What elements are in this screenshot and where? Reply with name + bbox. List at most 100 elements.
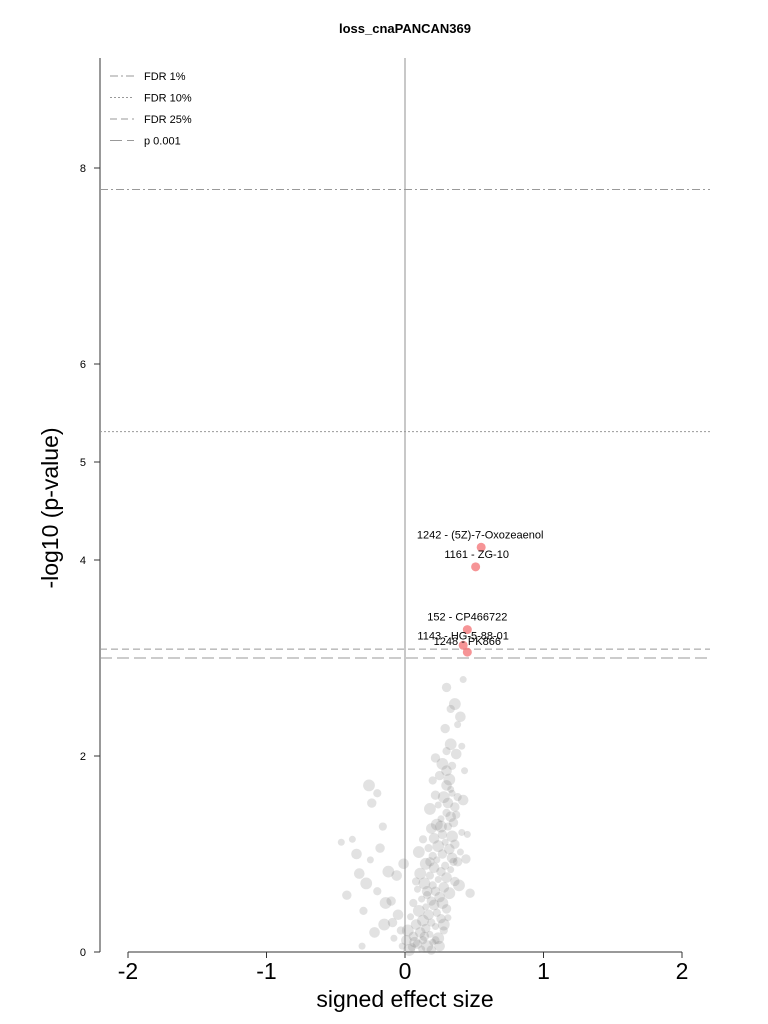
data-point (418, 945, 426, 953)
data-point (409, 898, 418, 908)
data-point (436, 897, 449, 909)
data-point (424, 803, 436, 815)
data-point (432, 932, 445, 945)
point-label: 1242 - (5Z)-7-Oxozeaenol (417, 529, 544, 541)
significant-point (458, 640, 468, 650)
data-point (398, 858, 409, 870)
legend: FDR 1% FDR 10% FDR 25% p 0.001 (110, 71, 192, 148)
data-point (434, 940, 445, 952)
data-point (392, 909, 404, 921)
data-point (448, 698, 461, 710)
data-point (398, 942, 406, 950)
data-point (408, 931, 419, 942)
data-point (444, 843, 455, 855)
data-point (430, 886, 441, 896)
x-tick-label: 0 (399, 958, 412, 984)
data-point (426, 945, 437, 955)
data-point (452, 810, 461, 819)
data-point (446, 830, 458, 843)
data-point (461, 767, 469, 775)
data-point (443, 822, 453, 831)
data-point (441, 780, 452, 791)
data-point (436, 913, 446, 924)
data-point (418, 895, 426, 903)
data-point (441, 838, 449, 846)
data-point (422, 903, 430, 911)
data-point (435, 820, 447, 833)
data-point (426, 896, 437, 906)
data-point (423, 891, 432, 900)
data-point (433, 856, 441, 864)
axes: 0 2 4 5 6 8 -2 -1 0 1 2 (80, 58, 688, 984)
x-tick-label: 1 (537, 958, 550, 984)
data-points (337, 542, 486, 956)
data-point (358, 942, 366, 950)
data-point (403, 944, 416, 956)
threshold-lines (100, 189, 710, 659)
y-tick-label: 4 (80, 555, 86, 567)
data-point (378, 918, 391, 931)
y-axis-label: -log10 (p-value) (37, 427, 63, 588)
y-tick-label: 6 (80, 359, 86, 371)
data-point (366, 856, 374, 864)
data-point (412, 904, 425, 917)
significant-point (462, 625, 472, 635)
data-point (379, 897, 392, 909)
data-point (457, 794, 469, 806)
data-point (418, 877, 431, 890)
data-point (418, 936, 428, 945)
data-point (425, 871, 435, 880)
data-point (418, 835, 428, 844)
data-point (414, 927, 426, 938)
data-point (360, 877, 373, 890)
data-point (461, 854, 471, 864)
data-point (337, 838, 345, 846)
data-point (426, 823, 437, 834)
data-point (391, 870, 402, 881)
data-point (441, 904, 452, 914)
data-point (396, 926, 405, 935)
data-point (434, 801, 442, 809)
data-point (447, 785, 455, 793)
y-tick-label: 2 (80, 751, 86, 763)
data-point (417, 914, 429, 927)
data-point (450, 876, 460, 887)
data-point (442, 797, 454, 809)
data-point (424, 844, 433, 853)
data-point (373, 789, 382, 798)
data-point (436, 866, 446, 877)
y-tick-label: 8 (80, 163, 86, 175)
data-point (390, 934, 398, 942)
data-point (409, 936, 420, 948)
data-point (437, 849, 448, 859)
data-point (359, 906, 368, 915)
data-point (434, 770, 445, 781)
data-point (428, 899, 440, 911)
data-point (430, 790, 441, 800)
data-point (429, 938, 437, 946)
data-point (419, 857, 432, 870)
point-annotations: 1242 - (5Z)-7-Oxozeaenol 1161 - ZG-10 152 … (417, 529, 544, 648)
data-point (432, 840, 445, 853)
data-point (458, 828, 466, 836)
data-point (411, 877, 421, 886)
data-point (443, 773, 456, 786)
legend-label: p 0.001 (144, 136, 181, 148)
data-point (447, 866, 455, 874)
data-point (455, 711, 466, 723)
data-point (459, 676, 467, 684)
data-point (412, 846, 425, 858)
data-point (342, 890, 352, 900)
data-point (348, 835, 356, 843)
data-point (463, 830, 471, 838)
data-point (423, 909, 434, 921)
data-point (375, 843, 385, 853)
data-point (363, 779, 375, 792)
data-point (431, 923, 439, 931)
legend-label: FDR 10% (144, 93, 192, 105)
data-point (421, 940, 434, 953)
data-point (351, 848, 362, 860)
data-point (387, 917, 398, 928)
data-point (425, 857, 435, 867)
